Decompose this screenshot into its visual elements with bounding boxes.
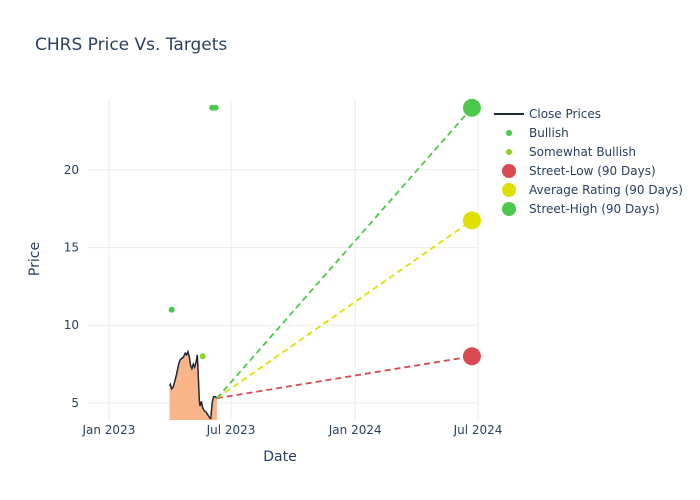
rating-marker bbox=[212, 104, 219, 111]
y-axis-title: Price bbox=[27, 242, 43, 276]
close-price-line bbox=[168, 349, 218, 420]
legend-item-label: Street-Low (90 Days) bbox=[529, 164, 656, 178]
legend: Close Prices Bullish Somewhat Bullish Stree… bbox=[494, 107, 683, 216]
target-endpoint-marker bbox=[462, 211, 481, 230]
y-tick-label: 20 bbox=[64, 163, 79, 177]
target-endpoint-marker bbox=[462, 347, 481, 366]
x-tick-label: Jul 2024 bbox=[453, 423, 503, 437]
y-tick-label: 5 bbox=[71, 396, 79, 410]
legend-swatch bbox=[502, 202, 516, 216]
y-tick-label: 10 bbox=[64, 318, 79, 332]
close-price-area bbox=[169, 351, 217, 420]
target-line bbox=[216, 219, 473, 399]
x-tick-label: Jan 2023 bbox=[81, 423, 135, 437]
legend-item-label: Close Prices bbox=[529, 107, 601, 121]
x-axis-title: Date bbox=[263, 449, 296, 465]
x-tick-label: Jul 2023 bbox=[206, 423, 256, 437]
target-line bbox=[216, 107, 473, 399]
legend-item-label: Somewhat Bullish bbox=[529, 145, 636, 159]
legend-item-label: Average Rating (90 Days) bbox=[529, 183, 683, 197]
grid-layer bbox=[88, 100, 479, 420]
legend-swatch bbox=[502, 164, 516, 178]
target-endpoint-marker bbox=[462, 98, 481, 117]
legend-swatch bbox=[502, 183, 516, 197]
data-layer bbox=[168, 98, 481, 420]
x-axis-ticks: Jan 2023 Jul 2023 Jan 2024 Jul 2024 bbox=[81, 423, 502, 437]
rating-marker bbox=[168, 306, 175, 313]
rating-marker bbox=[199, 353, 206, 360]
y-tick-label: 15 bbox=[64, 241, 79, 255]
legend-item-label: Street-High (90 Days) bbox=[529, 202, 660, 216]
legend-swatch bbox=[506, 130, 512, 136]
chart-title: CHRS Price Vs. Targets bbox=[35, 35, 227, 55]
legend-swatch bbox=[506, 149, 512, 155]
x-tick-label: Jan 2024 bbox=[328, 423, 382, 437]
y-axis-ticks: 5 10 15 20 bbox=[64, 163, 79, 410]
target-line bbox=[216, 355, 473, 400]
legend-item-label: Bullish bbox=[529, 126, 569, 140]
